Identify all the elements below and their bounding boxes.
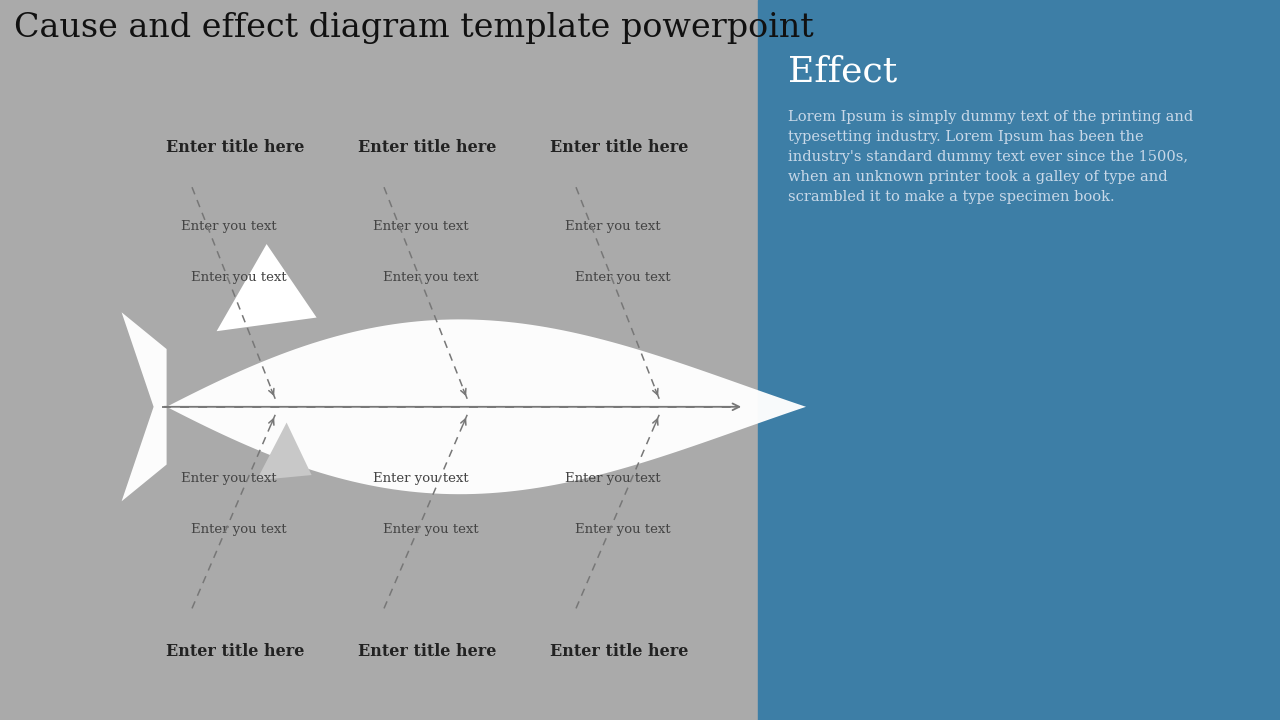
Text: Enter you text: Enter you text — [182, 472, 276, 485]
Polygon shape — [216, 244, 316, 331]
Text: Enter title here: Enter title here — [166, 643, 305, 660]
Bar — [758, 0, 1280, 720]
Text: Enter you text: Enter you text — [576, 271, 671, 284]
Text: Enter you text: Enter you text — [192, 523, 287, 536]
Text: Enter you text: Enter you text — [192, 271, 287, 284]
Text: Enter you text: Enter you text — [566, 472, 660, 485]
Polygon shape — [122, 312, 812, 501]
Text: Enter you text: Enter you text — [566, 220, 660, 233]
Text: Enter title here: Enter title here — [358, 139, 497, 156]
Text: Enter title here: Enter title here — [550, 643, 689, 660]
Polygon shape — [256, 423, 311, 480]
Text: Enter title here: Enter title here — [358, 643, 497, 660]
Text: Enter you text: Enter you text — [182, 220, 276, 233]
Text: Lorem Ipsum is simply dummy text of the printing and
typesetting industry. Lorem: Lorem Ipsum is simply dummy text of the … — [787, 110, 1193, 204]
Bar — [0, 0, 758, 720]
Text: Effect: Effect — [787, 55, 897, 89]
Text: Enter you text: Enter you text — [374, 220, 468, 233]
Text: Enter you text: Enter you text — [384, 523, 479, 536]
Text: Enter title here: Enter title here — [550, 139, 689, 156]
Text: Enter you text: Enter you text — [374, 472, 468, 485]
Text: Cause and effect diagram template powerpoint: Cause and effect diagram template powerp… — [14, 12, 814, 44]
Text: Enter title here: Enter title here — [166, 139, 305, 156]
Text: Enter you text: Enter you text — [384, 271, 479, 284]
Text: Enter you text: Enter you text — [576, 523, 671, 536]
